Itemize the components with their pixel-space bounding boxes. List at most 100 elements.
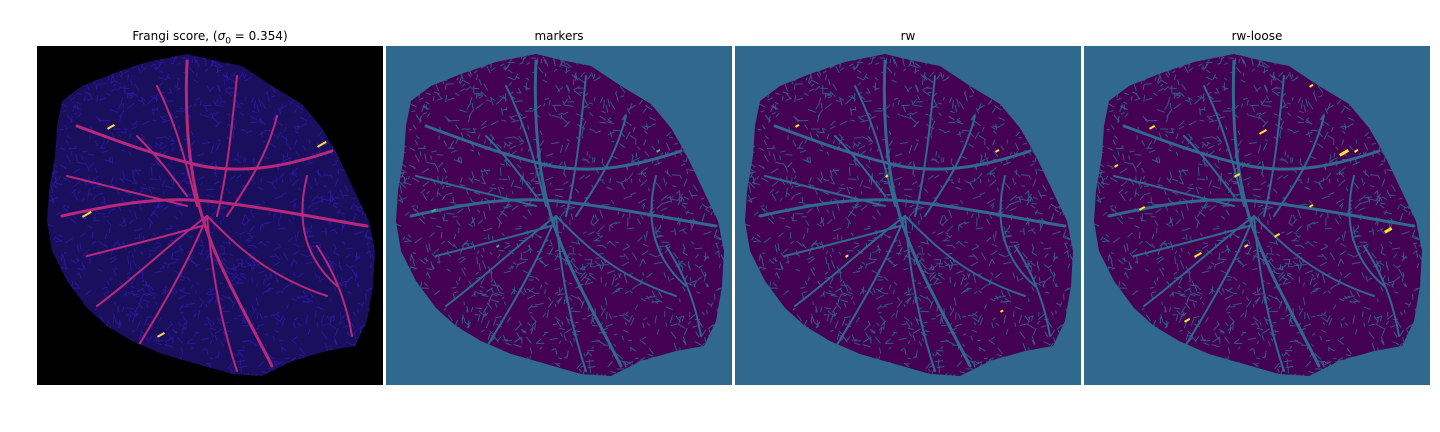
panel-title-markers: markers — [534, 29, 584, 43]
highlight-speck — [884, 174, 889, 178]
highlight-speck — [845, 254, 849, 258]
vessel-line — [575, 115, 627, 217]
vessel-line — [505, 85, 547, 207]
highlight-speck — [1114, 164, 1119, 168]
highlight-speck — [496, 244, 500, 248]
vessel-line — [914, 75, 936, 217]
vessel-line — [1203, 85, 1245, 207]
vessel-line — [206, 215, 328, 297]
highlight-speck — [107, 124, 115, 130]
vessel-line — [904, 215, 1026, 297]
vessel-line — [75, 124, 334, 171]
tissue-render — [37, 46, 383, 385]
vessel-line — [1231, 59, 1321, 368]
highlight-speck — [1259, 129, 1267, 135]
vessel-line — [301, 175, 338, 287]
vessel-line — [435, 225, 552, 257]
highlight-speck — [1184, 318, 1191, 323]
vessel-line — [1107, 198, 1416, 228]
highlight-speck — [995, 149, 1000, 153]
vessel-line — [156, 85, 198, 207]
vessel-line — [904, 215, 936, 372]
vessel-line — [216, 75, 238, 217]
vessel-line — [316, 245, 353, 337]
frangi-score-image — [37, 46, 383, 385]
vessel-line — [555, 215, 677, 297]
vessel-line — [565, 75, 587, 217]
title-prefix: Frangi score, ( — [132, 29, 218, 43]
vessel-line — [226, 115, 278, 217]
vessel-line — [480, 215, 557, 357]
highlight-speck — [1149, 125, 1156, 130]
tissue-render — [386, 46, 732, 385]
highlight-speck — [1273, 232, 1281, 238]
vessel-line — [445, 215, 557, 307]
rw-image — [735, 46, 1081, 385]
markers-image — [386, 46, 732, 385]
vessel-line — [409, 198, 718, 228]
vessel-line — [1014, 245, 1051, 337]
vessel-line — [829, 215, 906, 357]
vessel-line — [533, 59, 623, 368]
tissue-region — [47, 54, 375, 376]
vessel-line — [485, 135, 537, 197]
vessel-line — [924, 115, 976, 217]
highlight-speck — [431, 208, 437, 213]
highlight-speck — [1194, 252, 1202, 258]
vessel-line — [773, 124, 1032, 171]
vessel-line — [882, 59, 972, 368]
vessel-line — [555, 215, 587, 372]
highlight-speck — [157, 332, 165, 338]
vessel-line — [665, 245, 702, 337]
tissue-region — [396, 54, 724, 376]
vessel-line — [794, 215, 906, 307]
highlight-speck — [317, 140, 327, 148]
highlight-speck — [1000, 309, 1004, 313]
tissue-region — [1094, 54, 1422, 376]
vessel-line — [1273, 115, 1325, 217]
vessel-line — [66, 175, 188, 207]
panel-title-rw-loose: rw-loose — [1231, 29, 1283, 43]
vessel-line — [1348, 175, 1385, 287]
highlight-speck — [1139, 206, 1146, 211]
vessel-line — [86, 225, 203, 257]
vessel-line — [1253, 215, 1285, 372]
tissue-texture — [47, 54, 375, 376]
vessel-line — [1178, 215, 1255, 357]
highlight-speck — [1244, 243, 1249, 248]
highlight-speck — [82, 210, 92, 218]
vessel-line — [758, 198, 1067, 228]
tissue-texture — [396, 54, 724, 376]
vessel-line — [415, 175, 537, 207]
vessel-line — [1263, 75, 1285, 217]
vessel-line — [1183, 135, 1235, 197]
tissue-render — [735, 46, 1081, 385]
tissue-region — [745, 54, 1073, 376]
vessel-line — [834, 135, 886, 197]
highlight-speck — [1233, 172, 1241, 178]
title-equation: = 0.354 — [230, 29, 283, 43]
vessel-line — [1143, 215, 1255, 307]
vessel-line — [131, 215, 208, 357]
vessel-line — [1133, 225, 1250, 257]
vessel-line — [1122, 124, 1381, 171]
vessel-line — [136, 135, 188, 197]
vessel-line — [1113, 175, 1235, 207]
vessel-line — [424, 124, 683, 171]
vessel-line — [999, 175, 1036, 287]
sigma-subscript: 0 — [225, 36, 231, 47]
vessel-line — [1253, 215, 1375, 297]
highlight-speck — [1309, 203, 1314, 208]
sigma-symbol: σ — [217, 29, 226, 43]
vessel-line — [60, 198, 369, 228]
highlight-speck — [1384, 227, 1393, 234]
highlight-speck — [1339, 149, 1350, 157]
vessel-line — [764, 175, 886, 207]
rw-loose-image — [1084, 46, 1430, 385]
highlight-speck — [795, 124, 800, 128]
vessel-line — [1363, 245, 1400, 337]
vessel-line — [96, 215, 208, 307]
title-suffix: ) — [282, 29, 288, 43]
tissue-render — [1084, 46, 1430, 385]
panel-title-frangi: Frangi score, (σ0 = 0.354) — [37, 28, 383, 47]
